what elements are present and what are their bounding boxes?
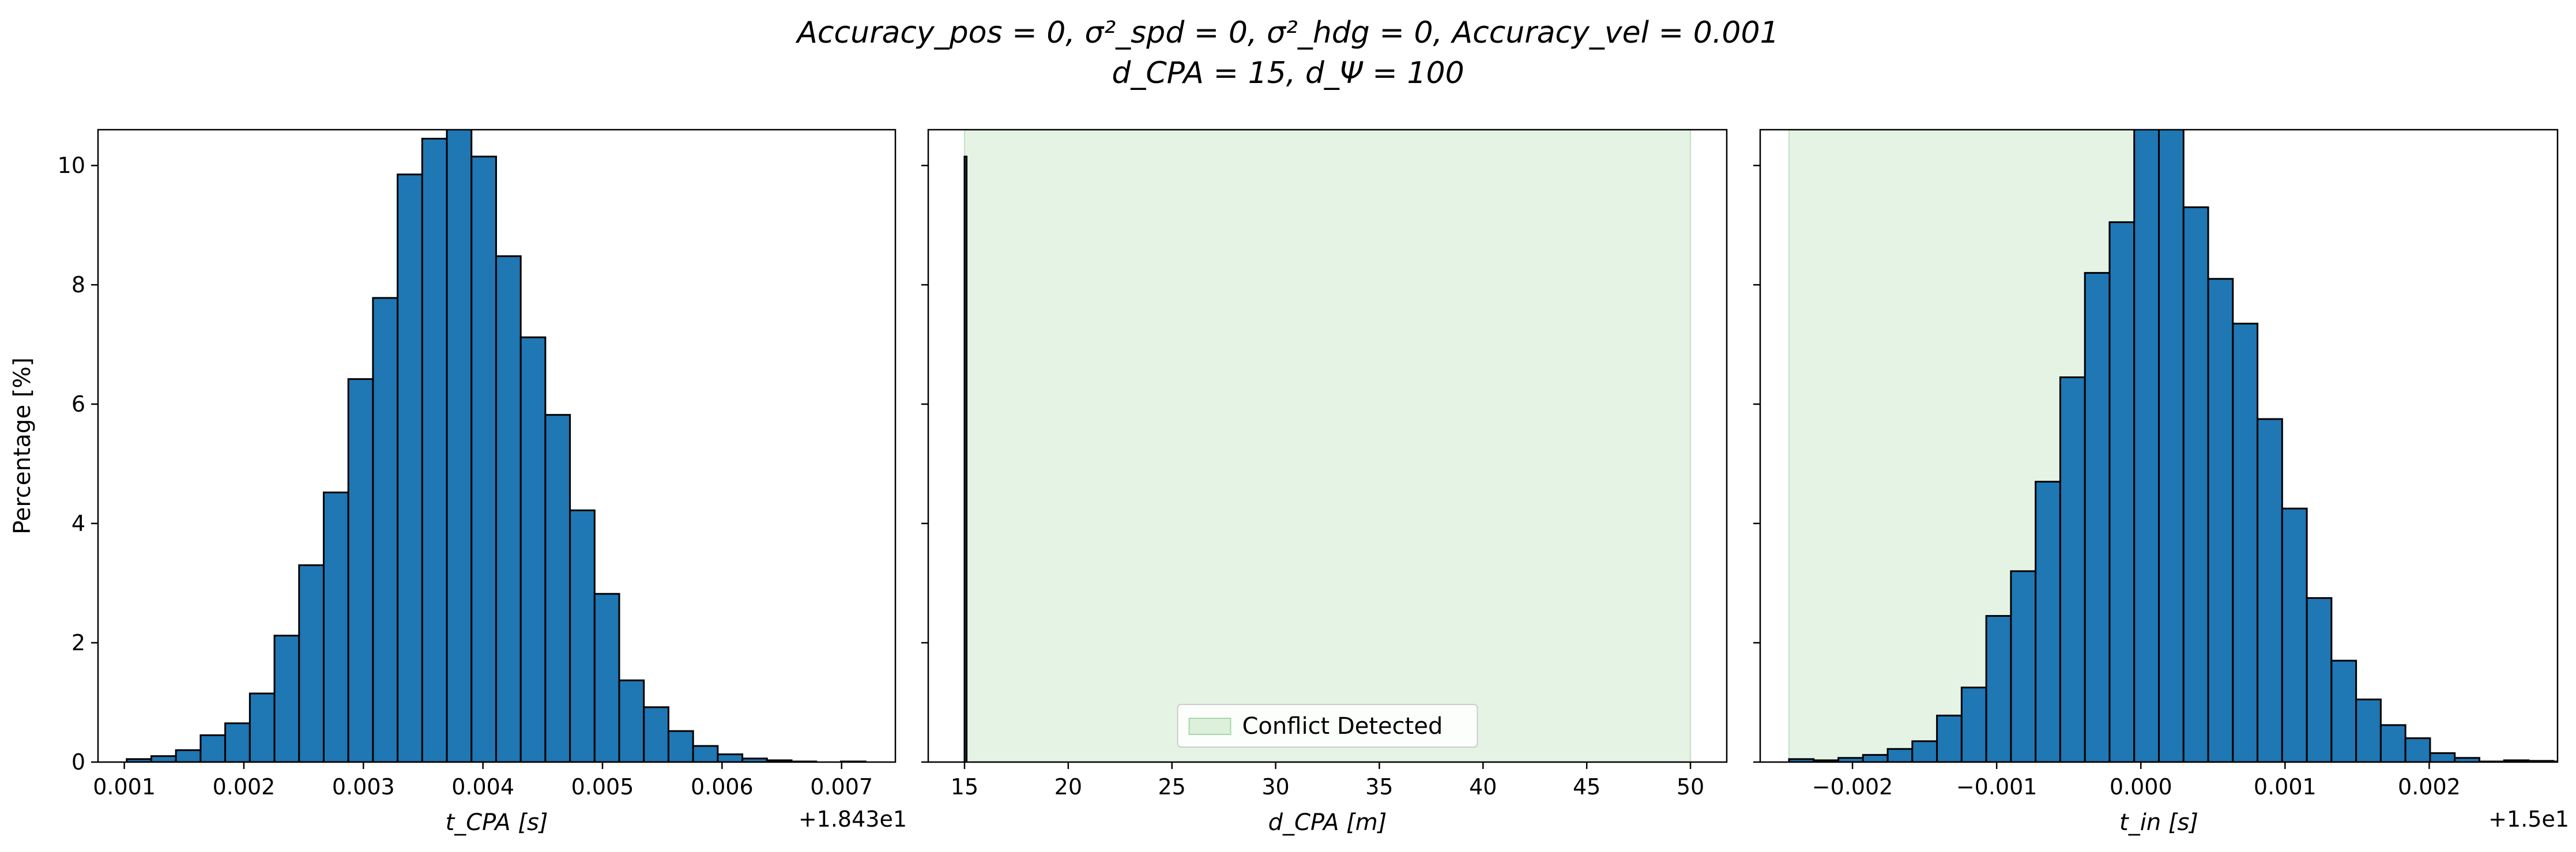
x-tick-label: −0.002 [1812, 774, 1893, 800]
histogram-bar [2035, 481, 2061, 762]
y-tick-label: 2 [71, 630, 85, 655]
x-axis-label: t_in [s] [2119, 809, 2198, 836]
x-tick-label: 0.006 [691, 774, 754, 800]
histogram-bar [421, 138, 448, 762]
histogram-bar [175, 749, 202, 762]
histogram-bar [347, 378, 374, 762]
histogram-bar [397, 174, 423, 762]
histogram-bar [322, 491, 349, 762]
axes-frame [927, 129, 1728, 763]
figure-title-line1: Accuracy_pos = 0, σ²_spd = 0, σ²_hdg = 0… [795, 16, 1779, 50]
histogram-bar [963, 156, 968, 762]
histogram-bar [1911, 740, 1938, 762]
legend-swatch [1188, 718, 1231, 735]
y-tick-label: 4 [71, 511, 85, 536]
histogram-bar [372, 297, 399, 762]
x-axis-label: d_CPA [m] [1268, 809, 1387, 836]
histogram-bar [2108, 221, 2136, 762]
x-offset-label: +1.5e1 [2488, 806, 2569, 832]
x-tick-label: 20 [1054, 774, 1082, 800]
histogram-bar [2379, 724, 2406, 762]
subplot-2: 15 20 25 30 35 40 45 50 d_CPA [m] Conflict Detect… [921, 129, 1728, 836]
x-tick-label: −0.001 [1956, 774, 2038, 800]
histogram-bar [2207, 278, 2234, 762]
figure-title-line2: d_CPA = 15, d_Ψ = 100 [1112, 56, 1464, 91]
subplot-3: −0.002 −0.001 0.000 0.001 0.002 t_in [s] +1.5e… [1753, 129, 2569, 836]
histogram-bar [273, 635, 300, 762]
histogram-bar [298, 564, 325, 762]
plot-area-2 [963, 130, 1692, 762]
x-offset-label: +1.843e1 [799, 806, 907, 832]
histogram-bar [569, 509, 596, 762]
plot-area-3 [1788, 130, 2558, 762]
histogram-bar [2429, 752, 2456, 762]
histogram-bar [199, 734, 227, 762]
histogram-bar [2281, 507, 2308, 762]
histogram-bar [1862, 754, 1889, 762]
histogram-bar [692, 745, 719, 762]
x-tick-label: 0.007 [810, 774, 873, 800]
x-tick-label: 40 [1469, 774, 1497, 800]
y-axis-label: Percentage [%] [9, 357, 36, 534]
x-tick-label: 0.004 [451, 774, 514, 800]
y-tick-label: 6 [71, 391, 85, 417]
histogram-bar [2010, 570, 2037, 762]
y-tick-label: 10 [58, 153, 85, 178]
histogram-bar [1886, 748, 1914, 762]
histogram-bar [1960, 687, 1987, 762]
x-tick-label: 30 [1261, 774, 1289, 800]
histogram-bar [618, 679, 645, 762]
histogram-bar [2330, 659, 2357, 762]
histogram-bar [2257, 418, 2283, 762]
conflict-region [963, 130, 1692, 762]
histogram-bar [2133, 130, 2160, 762]
x-tick-label: 0.002 [213, 774, 276, 800]
subplots: 0.001 0.002 0.003 0.004 0.005 0.006 0.007 0 2 4 6 8… [9, 129, 2569, 836]
histogram-bar [1985, 615, 2012, 762]
histogram-bar [470, 156, 497, 762]
histogram-bar [224, 722, 251, 762]
histogram-bar [593, 593, 620, 762]
histogram-bar [667, 730, 694, 762]
x-tick-label: 35 [1365, 774, 1393, 800]
y-tick-label: 8 [71, 272, 85, 297]
subplot-1: 0.001 0.002 0.003 0.004 0.005 0.006 0.007 0 2 4 6 8… [9, 129, 907, 836]
histogram-bar [2182, 206, 2209, 762]
x-tick-label: 50 [1677, 774, 1704, 800]
histogram-bar [2404, 737, 2431, 762]
x-tick-label: 25 [1158, 774, 1186, 800]
x-tick-label: 0.001 [93, 774, 156, 800]
histogram-bar [2158, 130, 2185, 762]
histogram-bar [643, 706, 669, 762]
histogram-bar [2084, 272, 2111, 762]
legend: Conflict Detected [1177, 704, 1478, 748]
legend-frame [1177, 704, 1478, 748]
histogram-bar [446, 130, 473, 762]
x-tick-label: 0.005 [571, 774, 634, 800]
histogram-bar [2059, 376, 2086, 762]
histogram-bar [2306, 597, 2333, 762]
histogram-bar [2232, 322, 2259, 762]
x-tick-label: 0.001 [2254, 774, 2317, 800]
axes-frame [97, 129, 897, 763]
x-tick-label: 0.002 [2398, 774, 2461, 800]
histogram-bar [495, 255, 522, 762]
histogram-bar [519, 336, 547, 762]
histogram-bar [1936, 714, 1963, 762]
x-axis-label: t_CPA [s] [446, 809, 548, 836]
histogram-bar [717, 753, 744, 762]
x-tick-label: 0.003 [332, 774, 395, 800]
plot-area-1 [126, 130, 867, 762]
x-tick-label: 15 [951, 774, 978, 800]
x-tick-label: 45 [1573, 774, 1600, 800]
y-tick-label: 0 [71, 749, 85, 775]
histogram-bar [2355, 698, 2382, 762]
histogram-bar [544, 414, 571, 762]
legend-label: Conflict Detected [1242, 713, 1443, 740]
x-tick-label: 0.000 [2110, 774, 2172, 800]
axes-frame [1759, 129, 2559, 763]
histogram-bar [150, 755, 177, 762]
histogram-bar [248, 692, 276, 762]
